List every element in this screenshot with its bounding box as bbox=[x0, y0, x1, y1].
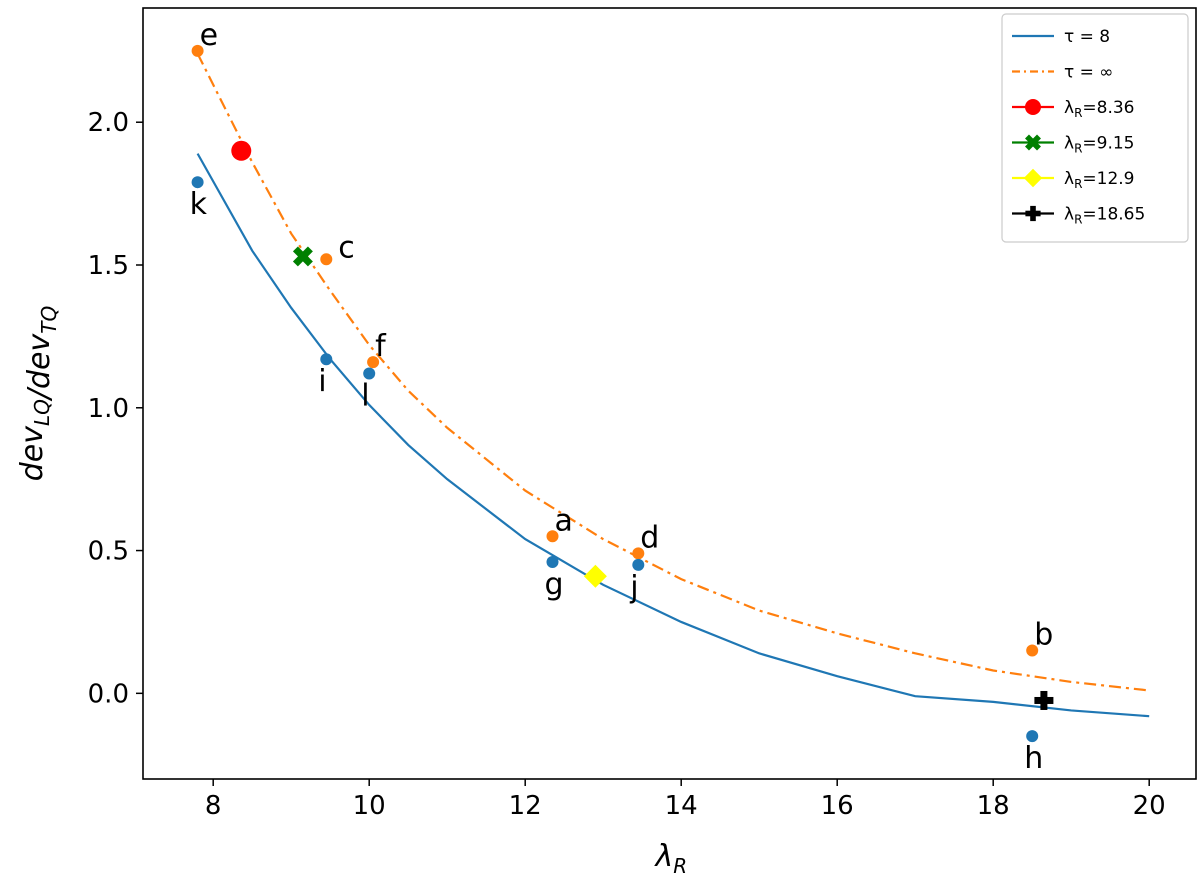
x-tick-label: 16 bbox=[821, 791, 854, 821]
data-point bbox=[320, 353, 333, 366]
data-point bbox=[546, 530, 559, 543]
marker-diamond bbox=[583, 564, 607, 588]
marker-circle bbox=[231, 140, 252, 161]
y-tick-label: 2.0 bbox=[88, 108, 129, 138]
curve-tau-inf bbox=[196, 53, 1150, 692]
point-label: e bbox=[200, 18, 218, 53]
marker-x bbox=[292, 246, 313, 267]
point-label: g bbox=[545, 567, 564, 602]
marker-plus bbox=[1025, 205, 1041, 222]
legend-label: τ = ∞ bbox=[1064, 63, 1113, 83]
marker-x-stroke bbox=[1025, 134, 1041, 151]
point-label: j bbox=[629, 570, 638, 605]
x-tick-label: 10 bbox=[353, 791, 386, 821]
x-tick-label: 12 bbox=[509, 791, 542, 821]
marker-x-stroke bbox=[292, 246, 313, 267]
marker-plus-bar bbox=[1040, 690, 1048, 710]
point-label: k bbox=[190, 187, 208, 222]
x-tick-label: 20 bbox=[1133, 791, 1166, 821]
point-label: b bbox=[1034, 618, 1053, 653]
y-tick-label: 1.5 bbox=[88, 251, 129, 281]
legend-label: λR=8.36 bbox=[1064, 98, 1135, 120]
data-point bbox=[363, 367, 376, 380]
marker-plus-bar bbox=[1030, 205, 1036, 222]
data-point bbox=[367, 356, 380, 369]
legend: τ = 8 τ = ∞ λR=8.36 λR=9.15 λR=12.9 λR=18.65 bbox=[1001, 13, 1189, 243]
y-tick-label: 1.0 bbox=[88, 394, 129, 424]
legend-label: λR=12.9 bbox=[1064, 169, 1135, 191]
curve-tau-8 bbox=[196, 153, 1150, 718]
marker-circle bbox=[1025, 99, 1041, 115]
point-label: d bbox=[640, 520, 659, 555]
x-axis-label: λR bbox=[654, 839, 688, 878]
data-point bbox=[632, 547, 645, 560]
data-point bbox=[546, 555, 559, 568]
data-point bbox=[1026, 730, 1039, 743]
y-axis-label: devLQ/devTQ bbox=[15, 306, 61, 482]
point-label: c bbox=[338, 230, 355, 265]
marker-plus bbox=[1034, 690, 1054, 710]
data-point bbox=[191, 176, 204, 189]
data-point bbox=[632, 558, 645, 571]
point-label: h bbox=[1024, 741, 1043, 776]
x-tick-label: 18 bbox=[977, 791, 1010, 821]
data-point bbox=[191, 44, 204, 57]
x-tick-label: 8 bbox=[205, 791, 222, 821]
point-label: f bbox=[375, 329, 387, 364]
point-label: i bbox=[318, 364, 326, 399]
point-label: l bbox=[361, 379, 369, 414]
marker-x bbox=[1025, 134, 1041, 151]
y-tick-label: 0.5 bbox=[88, 537, 129, 567]
legend-label: τ = 8 bbox=[1064, 27, 1110, 47]
y-tick-label: 0.0 bbox=[88, 679, 129, 709]
marker-diamond bbox=[1023, 168, 1043, 188]
x-tick-label: 14 bbox=[665, 791, 698, 821]
point-label: a bbox=[555, 503, 573, 538]
legend-label: λR=9.15 bbox=[1064, 134, 1135, 156]
legend-label: λR=18.65 bbox=[1064, 205, 1145, 227]
plot-frame bbox=[142, 7, 1197, 780]
data-point bbox=[1026, 644, 1039, 657]
data-point bbox=[320, 253, 333, 266]
